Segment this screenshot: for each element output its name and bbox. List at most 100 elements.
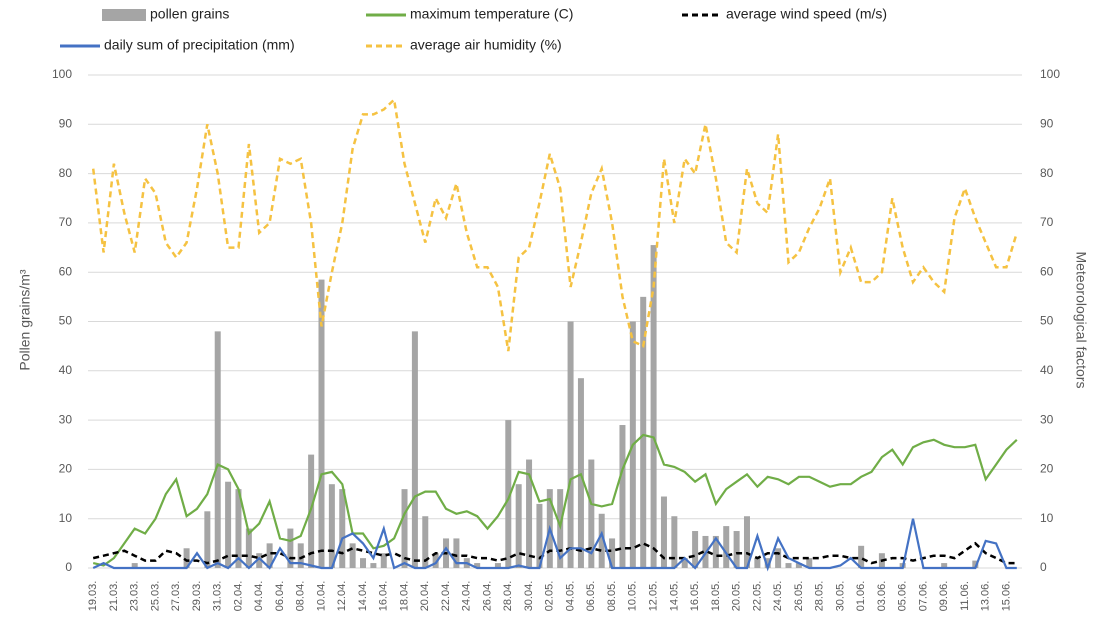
bar xyxy=(660,496,667,568)
legend-label: pollen grains xyxy=(150,6,229,22)
x-tick-label: 30.04. xyxy=(523,581,535,612)
x-tick-label: 22.05. xyxy=(751,581,763,612)
x-tick-label: 16.05. xyxy=(689,581,701,612)
x-tick-label: 12.04. xyxy=(336,581,348,612)
x-tick-label: 16.04. xyxy=(378,581,390,612)
x-tick-label: 13.06. xyxy=(980,581,992,612)
bar xyxy=(183,548,190,568)
bar xyxy=(775,548,782,568)
bar xyxy=(411,331,418,568)
bar xyxy=(214,331,221,568)
y2-tick-label: 30 xyxy=(1040,412,1054,426)
y2-tick-label: 10 xyxy=(1040,511,1054,525)
bar xyxy=(339,489,346,568)
bar xyxy=(941,563,948,568)
bar xyxy=(712,535,719,568)
x-tick-label: 18.04. xyxy=(398,581,410,612)
y2-tick-label: 70 xyxy=(1040,215,1054,229)
legend-swatch xyxy=(102,9,146,21)
y-tick-label: 30 xyxy=(59,412,73,426)
bar xyxy=(598,513,605,568)
bar xyxy=(401,489,408,568)
y2-tick-label: 60 xyxy=(1040,264,1054,278)
x-tick-label: 06.04. xyxy=(274,581,286,612)
x-tick-label: 24.05. xyxy=(772,581,784,612)
bar xyxy=(266,543,273,568)
bar xyxy=(785,563,792,568)
x-tick-label: 06.05. xyxy=(585,581,597,612)
y2-tick-label: 0 xyxy=(1040,560,1047,574)
line xyxy=(91,97,1018,352)
bar xyxy=(474,563,481,568)
bar xyxy=(681,558,688,568)
x-tick-label: 07.06. xyxy=(917,581,929,612)
x-tick-label: 04.05. xyxy=(564,581,576,612)
bar xyxy=(754,558,761,568)
y-tick-label: 90 xyxy=(59,116,73,130)
legend-label: average wind speed (m/s) xyxy=(726,6,887,22)
bar xyxy=(245,528,252,568)
bar xyxy=(328,484,335,568)
bar xyxy=(764,558,771,568)
x-tick-label: 25.03. xyxy=(149,581,161,612)
bar xyxy=(795,563,802,568)
bar xyxy=(806,558,813,568)
x-tick-label: 30.05. xyxy=(834,581,846,612)
y-tick-label: 80 xyxy=(59,166,73,180)
x-tick-label: 01.06. xyxy=(855,581,867,612)
x-tick-label: 05.06. xyxy=(897,581,909,612)
x-tick-label: 03.06. xyxy=(876,581,888,612)
bar xyxy=(650,245,657,568)
bar xyxy=(671,516,678,568)
y2-tick-label: 80 xyxy=(1040,166,1054,180)
bar xyxy=(515,484,522,568)
bar xyxy=(733,531,740,568)
bar xyxy=(349,543,356,568)
x-tick-label: 02.04. xyxy=(232,581,244,612)
bar xyxy=(972,560,979,568)
bar xyxy=(723,526,730,568)
bar xyxy=(287,528,294,568)
x-tick-label: 10.05. xyxy=(627,581,639,612)
bar xyxy=(380,553,387,568)
x-tick-label: 09.06. xyxy=(938,581,950,612)
y2-tick-label: 90 xyxy=(1040,116,1054,130)
bar xyxy=(619,425,626,568)
x-tick-label: 19.03. xyxy=(87,581,99,612)
bar xyxy=(432,553,439,568)
x-tick-label: 20.05. xyxy=(731,581,743,612)
y2-tick-label: 40 xyxy=(1040,363,1054,377)
bar xyxy=(235,489,242,568)
bar xyxy=(505,420,512,568)
x-tick-label: 14.05. xyxy=(668,581,680,612)
x-tick-label: 15.06. xyxy=(1000,581,1012,612)
line xyxy=(92,433,1018,567)
x-tick-label: 11.06. xyxy=(959,581,971,611)
x-tick-label: 10.04. xyxy=(315,581,327,612)
y2-tick-label: 100 xyxy=(1040,67,1060,81)
x-tick-label: 28.05. xyxy=(814,581,826,612)
y-tick-label: 0 xyxy=(65,560,72,574)
x-tick-label: 28.04. xyxy=(502,581,514,612)
bar xyxy=(318,279,325,568)
x-tick-label: 08.05. xyxy=(606,581,618,612)
legend-label: average air humidity (%) xyxy=(410,37,562,53)
line xyxy=(92,541,1017,565)
legend-label: maximum temperature (C) xyxy=(410,6,573,22)
x-tick-label: 27.03. xyxy=(170,581,182,612)
y2-tick-label: 20 xyxy=(1040,462,1054,476)
y-axis-title: Pollen grains/m³ xyxy=(17,269,33,370)
legend-label: daily sum of precipitation (mm) xyxy=(104,37,295,53)
y-tick-label: 50 xyxy=(59,314,73,328)
line xyxy=(92,518,1017,572)
y2-axis-title: Meteorological factors xyxy=(1073,252,1089,389)
bar xyxy=(370,563,377,568)
bar xyxy=(588,459,595,568)
bar xyxy=(297,543,304,568)
x-tick-label: 04.04. xyxy=(253,581,265,612)
y-tick-label: 70 xyxy=(59,215,73,229)
x-tick-label: 02.05. xyxy=(544,581,556,612)
bar xyxy=(494,563,501,568)
x-tick-label: 23.03. xyxy=(129,581,141,612)
